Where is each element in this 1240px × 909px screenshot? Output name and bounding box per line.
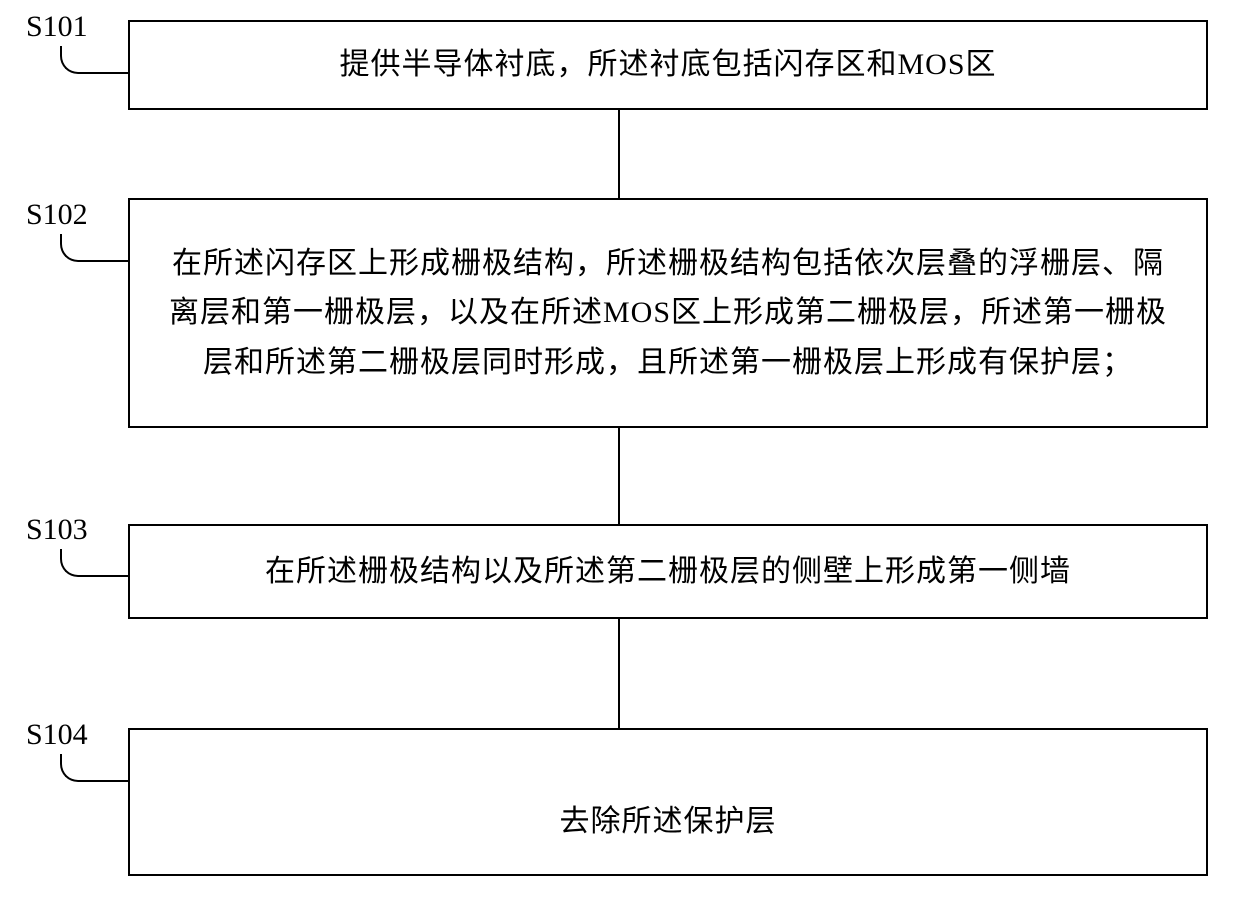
step-label-s101: S101 [26,10,88,44]
step-text-s104: 去除所述保护层 [560,797,777,847]
step-text-s101: 提供半导体衬底，所述衬底包括闪存区和MOS区 [339,40,996,90]
step-box-s103: 在所述栅极结构以及所述第二栅极层的侧壁上形成第一侧墙 [128,524,1208,619]
label-connector-s104 [60,754,128,782]
connector-s103-s104 [618,619,620,728]
step-box-s101: 提供半导体衬底，所述衬底包括闪存区和MOS区 [128,20,1208,110]
connector-s101-s102 [618,110,620,198]
step-text-s102: 在所述闪存区上形成栅极结构，所述栅极结构包括依次层叠的浮栅层、隔离层和第一栅极层… [160,239,1176,388]
label-connector-s103 [60,549,128,577]
step-text-s103: 在所述栅极结构以及所述第二栅极层的侧壁上形成第一侧墙 [265,547,1071,597]
connector-s102-s103 [618,428,620,524]
step-box-s102: 在所述闪存区上形成栅极结构，所述栅极结构包括依次层叠的浮栅层、隔离层和第一栅极层… [128,198,1208,428]
step-label-s104: S104 [26,718,88,752]
label-connector-s102 [60,234,128,262]
step-label-s103: S103 [26,513,88,547]
flowchart-canvas: S101 提供半导体衬底，所述衬底包括闪存区和MOS区 S102 在所述闪存区上… [0,0,1240,909]
step-box-s104: 去除所述保护层 [128,728,1208,876]
step-label-s102: S102 [26,198,88,232]
label-connector-s101 [60,46,128,74]
